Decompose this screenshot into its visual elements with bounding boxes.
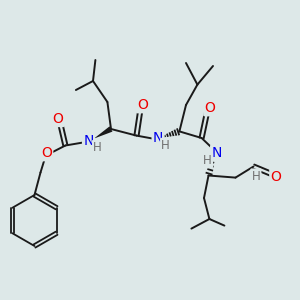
Text: O: O — [137, 98, 148, 112]
Text: H: H — [251, 169, 260, 183]
Text: N: N — [212, 146, 222, 160]
Text: H: H — [161, 139, 170, 152]
Text: N: N — [83, 134, 94, 148]
Polygon shape — [94, 126, 112, 139]
Text: H: H — [203, 154, 212, 167]
Text: O: O — [205, 101, 215, 115]
Text: N: N — [153, 131, 163, 145]
Text: O: O — [41, 146, 52, 160]
Text: H: H — [93, 141, 102, 154]
Text: O: O — [271, 170, 281, 184]
Text: O: O — [52, 112, 63, 126]
